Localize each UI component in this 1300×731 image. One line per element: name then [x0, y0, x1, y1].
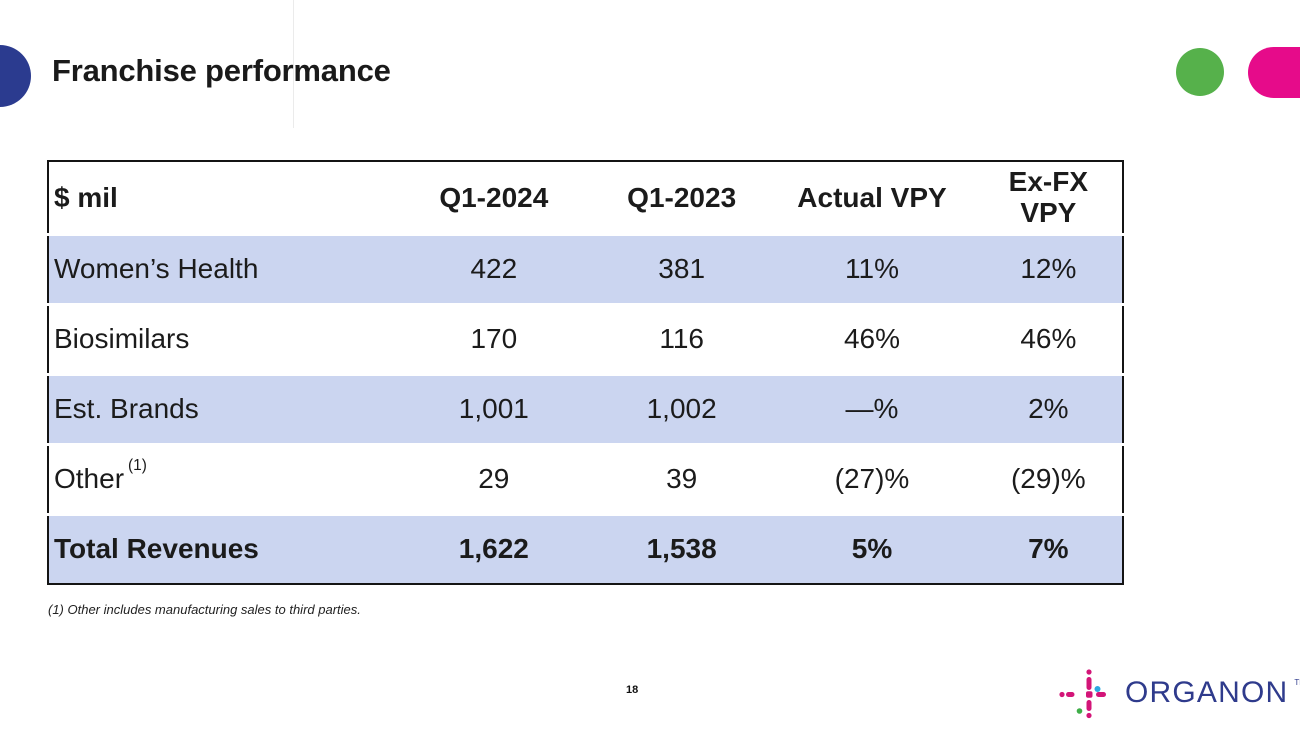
table-row-other: Other (1) 29 39 (27)% (29)% [48, 442, 1123, 514]
cell-actual-vpy: 5% [769, 512, 975, 584]
cell-exfx-vpy: 12% [974, 232, 1123, 304]
row-label: Women’s Health [48, 232, 394, 304]
organon-logo-icon [1059, 669, 1106, 719]
cell-q1-2024: 29 [393, 442, 594, 514]
cell-q1-2023: 1,538 [594, 512, 770, 584]
accent-half-circle-blue [0, 45, 31, 107]
column-header-actual-vpy: Actual VPY [797, 181, 947, 213]
accent-pill-pink [1248, 47, 1300, 98]
row-label: Total Revenues [48, 512, 394, 584]
table-row-total-revenues: Total Revenues 1,622 1,538 5% 7% [48, 512, 1123, 584]
cell-actual-vpy: (27)% [769, 442, 975, 514]
cell-q1-2024: 422 [393, 232, 594, 304]
table-row-womens-health: Women’s Health 422 381 11% 12% [48, 232, 1123, 304]
table-row-est-brands: Est. Brands 1,001 1,002 —% 2% [48, 372, 1123, 444]
organon-wordmark: ORGANON [1125, 676, 1289, 709]
footnote-text: (1) Other includes manufacturing sales t… [48, 602, 361, 617]
column-header-exfx-vpy: Ex-FX VPY [1008, 165, 1089, 229]
organon-logo: ORGANON TM [1056, 662, 1300, 724]
cell-exfx-vpy: 7% [974, 512, 1123, 584]
row-label: Other (1) [48, 442, 394, 514]
column-header-q1-2023: Q1-2023 [627, 181, 737, 213]
cell-q1-2023: 1,002 [594, 372, 770, 444]
cell-exfx-vpy: (29)% [974, 442, 1123, 514]
column-header-unit: $ mil [54, 181, 118, 213]
cell-q1-2024: 1,001 [393, 372, 594, 444]
franchise-performance-table: $ mil Q1-2024 Q1-2023 Actual VPY Ex-FX V… [47, 160, 1124, 585]
cell-q1-2024: 170 [393, 302, 594, 374]
cell-q1-2023: 39 [594, 442, 770, 514]
table-row-biosimilars: Biosimilars 170 116 46% 46% [48, 302, 1123, 374]
cell-q1-2024: 1,622 [393, 512, 594, 584]
page-number: 18 [626, 684, 639, 696]
page-title: Franchise performance [52, 53, 391, 88]
footnote-marker: (1) [128, 456, 147, 474]
cell-actual-vpy: 46% [769, 302, 975, 374]
trademark-symbol: TM [1294, 677, 1300, 687]
cell-exfx-vpy: 46% [974, 302, 1123, 374]
cell-actual-vpy: —% [769, 372, 975, 444]
column-header-q1-2024: Q1-2024 [439, 181, 549, 213]
placeholder-edge-line [293, 0, 294, 128]
table-header-row: $ mil Q1-2024 Q1-2023 Actual VPY Ex-FX V… [48, 161, 1123, 234]
cell-q1-2023: 381 [594, 232, 770, 304]
accent-circle-green [1176, 48, 1224, 96]
cell-q1-2023: 116 [594, 302, 770, 374]
row-label: Biosimilars [48, 302, 394, 374]
row-label: Est. Brands [48, 372, 394, 444]
cell-actual-vpy: 11% [769, 232, 975, 304]
cell-exfx-vpy: 2% [974, 372, 1123, 444]
